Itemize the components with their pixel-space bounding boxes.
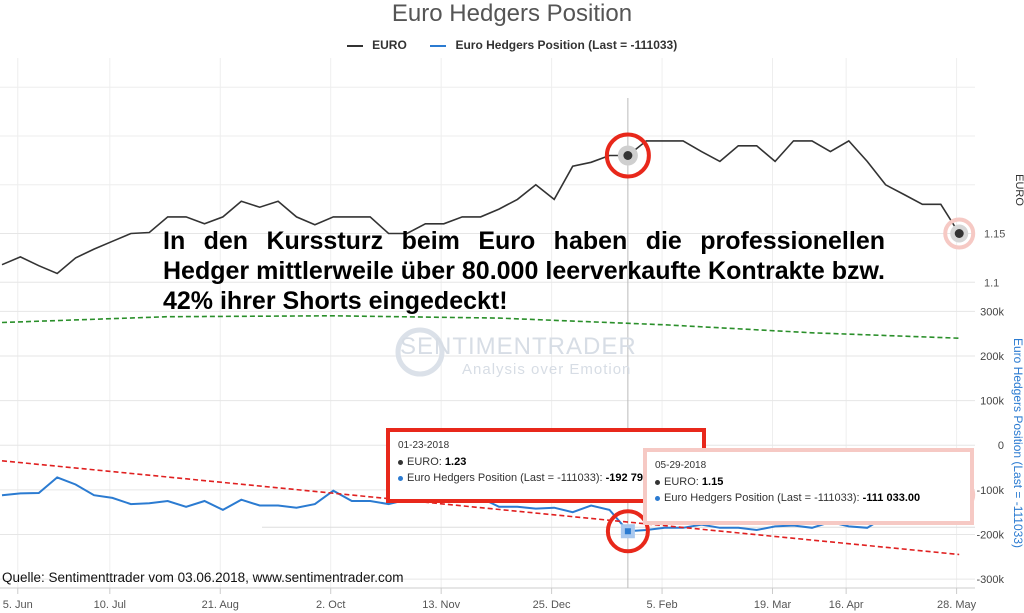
tooltip-hedgers-dot <box>655 495 660 501</box>
tooltip-hedgers-label: Euro Hedgers Position (Last = -111033): <box>407 472 603 484</box>
tooltip-2018-05-29: 05-29-2018 EURO: 1.15 Euro Hedgers Posit… <box>643 448 974 525</box>
euro-point-marker <box>623 151 633 160</box>
lower-y-tick-label: -300k <box>976 574 1004 586</box>
x-tick-label: 13. Nov <box>422 599 460 611</box>
upper-y-tick-label: 1.1 <box>984 277 999 289</box>
source-note: Quelle: Sentimenttrader vom 03.06.2018, … <box>2 570 404 585</box>
tooltip-hedgers-value: -111 033.00 <box>862 492 921 504</box>
tooltip-euro-dot <box>398 459 403 465</box>
hedgers-point-marker <box>620 524 635 539</box>
series-line-euro <box>1 139 960 275</box>
tooltip-date: 01-23-2018 <box>398 440 450 451</box>
tooltip-euro-row: EURO: 1.15 <box>655 474 962 490</box>
x-tick-label: 5. Jun <box>3 599 33 611</box>
legend: EURO Euro Hedgers Position (Last = -1110… <box>0 38 1024 52</box>
x-tick-label: 19. Mar <box>754 599 792 611</box>
legend-item-euro[interactable]: EURO <box>346 38 407 52</box>
legend-item-hedgers[interactable]: Euro Hedgers Position (Last = -111033) <box>430 38 677 52</box>
x-tick-label: 2. Oct <box>316 599 345 611</box>
tooltip-euro-value: 1.23 <box>444 456 467 468</box>
trendline-red-dashed <box>1 460 960 556</box>
tooltip-euro-dot <box>655 479 660 485</box>
legend-label-hedgers: Euro Hedgers Position (Last = -111033) <box>455 38 678 52</box>
legend-swatch-euro <box>346 44 363 47</box>
x-tick-label: 25. Dec <box>533 599 571 611</box>
x-tick-label: 21. Aug <box>202 599 239 611</box>
hedgers-point-highlight-circle <box>605 509 650 554</box>
tooltip-hedgers-row: Euro Hedgers Position (Last = -111033): … <box>655 490 962 506</box>
euro-point-marker <box>954 229 964 238</box>
watermark-line-2: Analysis over Emotion <box>462 361 632 378</box>
upper-y-axis-title: EURO <box>1013 174 1024 206</box>
lower-y-axis-title: Euro Hedgers Position (Last = -111033) <box>1011 338 1024 548</box>
tooltip-hedgers-dot <box>398 475 403 481</box>
lower-y-tick-label: 100k <box>980 396 1004 408</box>
tooltip-euro-row: EURO: 1.23 <box>398 454 694 470</box>
legend-label-euro: EURO <box>372 38 407 52</box>
x-tick-label: 5. Feb <box>646 599 677 611</box>
lower-y-tick-label: -200k <box>976 529 1004 541</box>
chart-title: Euro Hedgers Position <box>391 0 633 27</box>
tooltip-euro-label: EURO: <box>407 456 442 468</box>
legend-swatch-hedgers <box>430 44 447 47</box>
watermark: SENTIMENTRADER Analysis over Emotion <box>400 333 637 378</box>
euro-point-highlight-circle <box>604 132 651 179</box>
x-tick-label: 28. May <box>937 599 977 611</box>
lower-y-tick-label: -100k <box>976 485 1004 497</box>
watermark-line-1: SENTIMENTRADER <box>400 333 637 360</box>
lower-y-tick-label: 200k <box>980 351 1004 363</box>
tooltip-euro-label: EURO: <box>664 476 699 488</box>
watermark-logo-icon <box>395 327 445 377</box>
upper-y-tick-label: 1.15 <box>984 229 1005 241</box>
euro-point-highlight-circle <box>943 217 976 250</box>
lower-y-tick-label: 300k <box>980 306 1004 318</box>
x-tick-label: 16. Apr <box>829 599 864 611</box>
headline-annotation: In den Kurssturz beim Euro haben die pro… <box>163 227 885 315</box>
tooltip-euro-value: 1.15 <box>701 476 724 488</box>
tooltip-hedgers-label: Euro Hedgers Position (Last = -111033): <box>664 492 860 504</box>
tooltip-date: 05-29-2018 <box>655 460 707 471</box>
x-tick-label: 10. Jul <box>94 599 126 611</box>
lower-y-tick-label: 0 <box>998 440 1004 452</box>
trendline-green-dashed <box>1 314 960 339</box>
